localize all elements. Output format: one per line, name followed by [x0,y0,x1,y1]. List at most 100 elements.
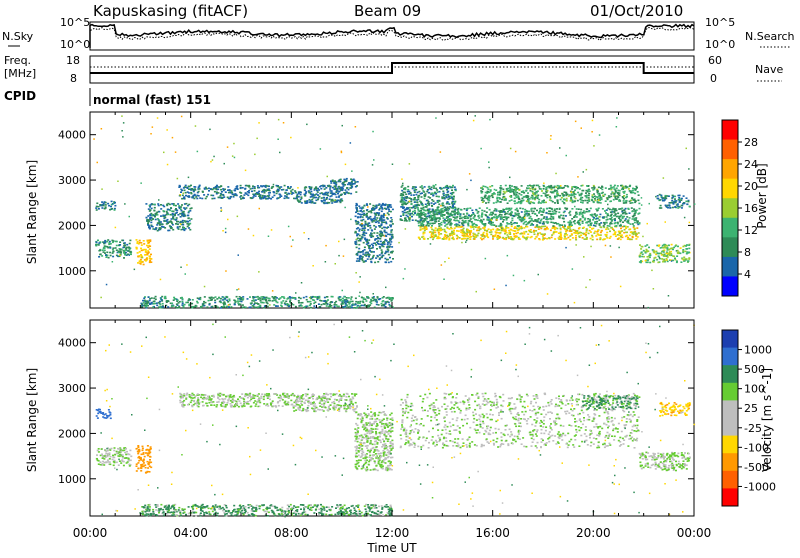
data-cell [355,212,357,214]
data-cell [662,261,664,263]
data-cell [364,227,366,229]
data-cell [430,219,432,221]
data-cell [665,247,667,249]
data-cell [633,225,635,227]
data-cell [310,200,312,202]
data-cell [361,297,363,299]
data-cell [638,203,640,205]
data-cell [367,218,369,220]
data-cell [663,197,665,199]
data-cell [675,245,677,247]
data-cell [665,221,667,223]
data-cell [412,188,414,190]
data-cell [159,304,161,306]
data-cell [221,197,223,199]
data-cell [216,298,218,300]
data-cell [686,258,688,260]
data-cell [464,218,466,220]
data-cell [391,236,393,238]
data-cell [680,261,682,263]
data-cell [585,192,587,194]
data-cell [148,296,150,298]
data-cell [447,236,449,238]
data-cell [309,297,311,299]
data-cell [145,306,147,308]
data-cell [607,204,609,206]
data-cell [485,186,487,188]
data-cell [597,196,599,198]
data-cell [486,233,488,235]
data-cell [518,198,520,200]
data-cell [379,254,381,256]
data-cell [350,219,352,221]
data-cell [261,186,263,188]
data-cell [625,218,627,220]
data-cell [301,282,303,284]
data-cell [96,206,98,208]
data-cell [554,238,556,240]
data-cell [105,254,107,256]
data-cell [629,235,631,237]
data-cell [500,190,502,192]
data-cell [267,298,269,300]
data-cell [317,197,319,199]
data-cell [108,257,110,259]
data-cell [446,217,448,219]
data-cell [496,236,498,238]
data-cell [251,302,253,304]
data-cell [115,227,117,229]
data-cell [346,301,348,303]
data-cell [570,200,572,202]
data-cell [264,305,266,307]
data-cell [672,255,674,257]
data-cell [258,187,260,189]
data-cell [634,214,636,216]
data-cell [605,229,607,231]
data-cell [679,206,681,208]
data-cell [154,207,156,209]
data-cell [342,125,344,127]
data-cell [458,222,460,224]
data-cell [346,187,348,189]
data-cell [500,224,502,226]
data-cell [584,219,586,221]
data-cell [495,231,497,233]
data-cell [111,208,113,210]
data-cell [588,193,590,195]
data-cell [451,234,453,236]
data-cell [453,203,455,205]
data-cell [129,240,131,242]
data-cell [252,196,254,198]
data-cell [486,207,488,209]
data-cell [358,205,360,207]
data-cell [620,239,622,241]
data-cell [537,195,539,197]
data-cell [453,196,455,198]
data-cell [667,261,669,263]
data-cell [487,187,489,189]
data-cell [347,184,349,186]
data-cell [513,233,515,235]
data-cell [444,214,446,216]
data-cell [267,198,269,200]
data-cell [561,197,563,199]
data-cell [187,218,189,220]
data-cell [546,238,548,240]
data-cell [438,220,440,222]
data-cell [446,227,448,229]
data-cell [586,237,588,239]
data-cell [414,201,416,203]
data-cell [666,195,668,197]
data-cell [457,211,459,213]
data-cell [338,306,340,308]
data-cell [592,219,594,221]
data-cell [480,148,482,150]
data-cell [518,189,520,191]
data-cell [185,195,187,197]
data-cell [614,233,616,235]
data-cell [560,235,562,237]
data-cell [475,236,477,238]
data-cell [477,211,479,213]
data-cell [350,193,352,195]
data-cell [632,188,634,190]
